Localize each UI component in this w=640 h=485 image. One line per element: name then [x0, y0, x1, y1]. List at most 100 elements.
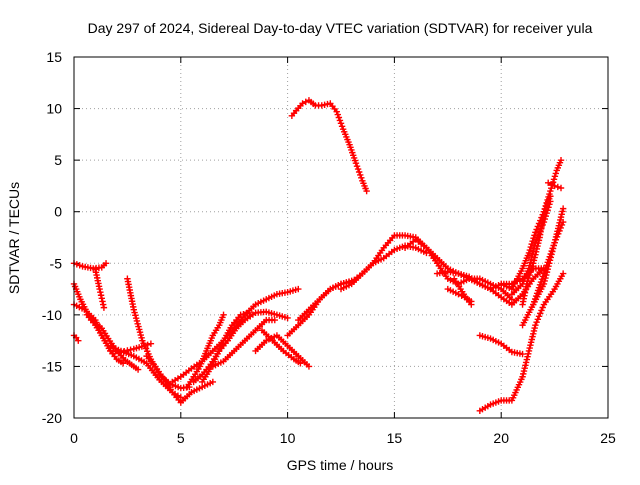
data-point — [76, 262, 83, 269]
series-line — [286, 244, 427, 337]
data-point — [96, 285, 103, 293]
data-point — [124, 347, 131, 354]
data-point — [541, 205, 549, 212]
plot-frame — [73, 56, 609, 419]
x-tick-label: 0 — [70, 430, 78, 446]
data-point — [295, 285, 302, 293]
data-point — [209, 378, 217, 386]
axis-ticks: 0 5 10 15 20 25 -20 -15 -10 -5 0 5 10 15 — [42, 49, 616, 446]
grid-lines — [74, 57, 608, 418]
data-point — [526, 246, 534, 254]
data-point — [144, 341, 151, 348]
data-point — [540, 208, 548, 215]
data-point — [455, 291, 462, 298]
data-point — [134, 366, 142, 373]
series-trace-16 — [258, 327, 304, 367]
data-point — [98, 295, 105, 302]
data-point — [519, 350, 526, 358]
data-point — [544, 196, 551, 204]
data-point — [120, 348, 128, 355]
data-point — [302, 98, 309, 106]
data-point — [529, 263, 536, 270]
y-tick-label: 15 — [46, 49, 62, 65]
x-axis-label: GPS time / hours — [287, 457, 394, 473]
data-point — [526, 271, 533, 279]
x-tick-label: 15 — [387, 430, 403, 446]
data-point — [299, 100, 306, 107]
data-point — [530, 260, 537, 267]
data-series — [70, 97, 567, 414]
series-line — [291, 99, 368, 192]
data-point — [119, 360, 127, 367]
series-trace-2 — [92, 266, 108, 311]
data-point — [352, 160, 360, 167]
data-point — [539, 304, 546, 311]
data-point — [552, 170, 560, 177]
data-point — [520, 370, 527, 378]
y-tick-label: -10 — [42, 307, 62, 323]
y-tick-label: -15 — [42, 358, 62, 374]
data-point — [543, 199, 550, 207]
data-point — [533, 319, 540, 326]
y-tick-label: -5 — [50, 255, 63, 271]
x-tick-label: 20 — [493, 430, 509, 446]
data-point — [337, 120, 345, 127]
x-tick-label: 5 — [177, 430, 185, 446]
x-tick-label: 25 — [600, 430, 616, 446]
data-point — [284, 314, 291, 322]
data-point — [271, 316, 278, 324]
y-tick-label: 0 — [54, 204, 62, 220]
data-point — [100, 304, 108, 311]
series-trace-1 — [70, 260, 110, 272]
data-point — [530, 257, 538, 264]
data-point — [554, 183, 562, 191]
data-point — [525, 347, 533, 355]
data-point — [333, 108, 340, 115]
data-point — [542, 202, 549, 210]
data-point — [524, 277, 531, 285]
data-point — [558, 211, 565, 218]
data-point — [531, 254, 538, 261]
data-point — [532, 321, 539, 329]
data-point — [99, 301, 107, 308]
series-trace-21 — [401, 236, 548, 308]
data-point — [530, 330, 537, 337]
data-point — [551, 173, 559, 180]
data-point — [353, 162, 361, 170]
data-point — [97, 292, 105, 299]
data-point — [526, 344, 533, 352]
data-point — [557, 213, 565, 221]
data-point — [529, 333, 536, 340]
data-point — [528, 265, 535, 273]
data-point — [553, 233, 561, 240]
data-point — [468, 301, 475, 308]
series-trace-10 — [169, 285, 302, 386]
data-point — [127, 346, 134, 353]
data-point — [534, 242, 541, 250]
data-point — [557, 184, 565, 192]
series-trace-17 — [284, 242, 430, 339]
x-tick-label: 10 — [280, 430, 296, 446]
series-trace-27 — [498, 193, 554, 293]
data-point — [533, 245, 540, 253]
data-point — [550, 176, 558, 183]
data-point — [297, 360, 304, 367]
y-tick-label: 5 — [54, 152, 62, 168]
data-point — [245, 309, 253, 316]
series-trace-13 — [198, 309, 253, 386]
series-trace-19 — [288, 97, 370, 195]
data-point — [147, 340, 155, 347]
data-point — [521, 364, 528, 372]
data-point — [530, 327, 538, 335]
series-trace-4 — [70, 301, 127, 367]
data-point — [532, 251, 539, 258]
data-point — [538, 307, 545, 314]
data-point — [551, 239, 558, 246]
y-tick-label: 10 — [46, 101, 62, 117]
data-point — [334, 111, 341, 118]
series-trace-31 — [519, 218, 567, 329]
data-point — [335, 114, 343, 121]
data-point — [338, 123, 346, 130]
data-point — [535, 237, 543, 244]
